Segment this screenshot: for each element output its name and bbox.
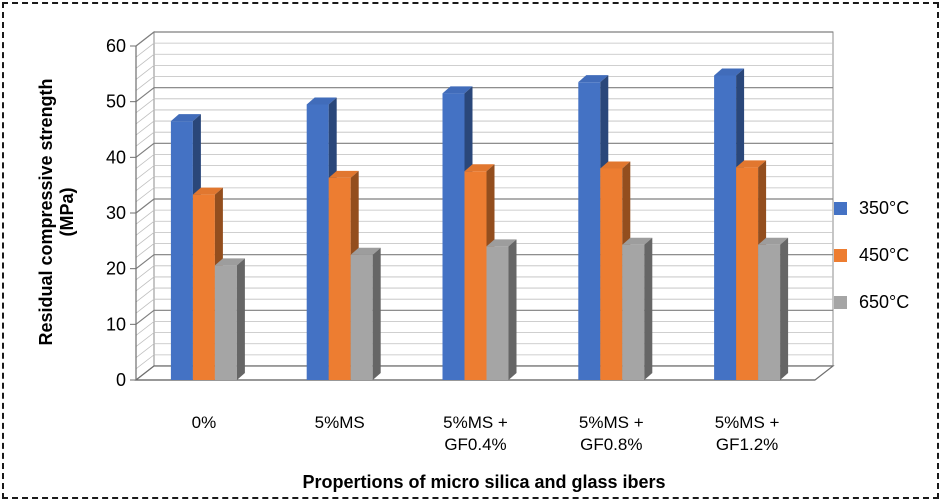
bar-top — [442, 86, 473, 94]
y-tick-label: 40 — [106, 147, 126, 167]
y-tick-label: 60 — [106, 36, 126, 56]
x-category-label-line: GF1.2% — [716, 435, 778, 454]
bar-front — [214, 265, 237, 380]
bar-top — [622, 237, 653, 245]
bar-front — [578, 82, 601, 380]
bar-side — [508, 239, 517, 380]
bar-top — [578, 75, 609, 83]
bar-front — [192, 194, 215, 380]
x-category-label: 0% — [192, 413, 217, 432]
x-axis-title: Propertions of micro silica and glass ib… — [302, 472, 665, 492]
y-tick-label: 30 — [106, 203, 126, 223]
bar-side — [372, 247, 381, 380]
bar-top — [758, 237, 789, 245]
bar — [214, 258, 245, 380]
bar-front — [306, 104, 329, 380]
bar-front — [622, 244, 645, 380]
y-axis-title: Residual compressive strength(MPa) — [36, 78, 77, 345]
bar-side — [780, 237, 789, 380]
bar-front — [486, 246, 509, 380]
bar-front — [736, 167, 759, 380]
x-category-label: 5%MS + GF1.2% — [715, 413, 780, 454]
major-gridline — [135, 31, 833, 47]
bar-front — [442, 93, 465, 381]
x-category-label: 5%MS + GF0.4% — [443, 413, 508, 454]
bar-front — [758, 244, 781, 380]
legend-swatch — [834, 296, 847, 309]
bar-top — [306, 97, 337, 105]
minor-gridline — [135, 65, 833, 80]
legend-item: 350°C — [834, 198, 909, 218]
bar-side — [644, 237, 653, 380]
x-category-label-line: GF0.8% — [580, 435, 642, 454]
legend-swatch — [834, 202, 847, 215]
x-category-label-line: GF0.4% — [444, 435, 506, 454]
bar-front — [328, 177, 351, 380]
x-category-label-line: 5%MS + — [443, 413, 508, 432]
bar-top — [464, 164, 495, 172]
x-category-label-line: 5%MS + — [579, 413, 644, 432]
bar-top — [600, 161, 631, 169]
bar — [350, 247, 381, 380]
y-axis-title-text: Residual compressive strength(MPa) — [36, 78, 77, 345]
legend-label: 350°C — [859, 198, 909, 218]
legend-label: 650°C — [859, 292, 909, 312]
bar-top — [328, 170, 359, 178]
bar-top — [350, 247, 381, 255]
x-category-label-line: 0% — [192, 413, 217, 432]
minor-gridline — [135, 53, 833, 69]
legend-swatch — [834, 249, 847, 262]
y-tick-label: 0 — [116, 370, 126, 390]
bar-side — [236, 258, 245, 380]
bar-top — [714, 68, 745, 76]
bar-top — [736, 160, 767, 168]
y-tick-label: 10 — [106, 314, 126, 334]
bar-top — [214, 258, 245, 266]
x-category-label: 5%MS + GF0.8% — [579, 413, 644, 454]
y-tick-label: 20 — [106, 259, 126, 279]
bars — [170, 68, 789, 381]
bar — [622, 237, 653, 380]
bar-top — [192, 187, 223, 195]
x-category-label-line: 5%MS + — [715, 413, 780, 432]
bar-top — [486, 239, 517, 247]
y-tick-label: 50 — [106, 92, 126, 112]
x-axis-categories: 0% 5%MS 5%MS + GF0.4% 5%MS + GF0.8% 5%MS + GF1.… — [192, 413, 780, 454]
legend-item: 450°C — [834, 245, 909, 265]
bar-front — [464, 171, 487, 380]
bar-top — [170, 114, 201, 122]
minor-gridline — [135, 42, 833, 58]
x-category-label: 5%MS — [315, 413, 365, 432]
y-axis-title-line: (MPa) — [57, 187, 77, 236]
bar — [486, 239, 517, 380]
bar-chart: 0 10 20 30 40 50 60 0% 5%MS 5%MS + GF0.4% 5%MS + GF… — [36, 30, 909, 492]
bar — [758, 237, 789, 380]
y-axis-ticks: 0 10 20 30 40 50 60 — [106, 36, 136, 390]
legend: 350°C 450°C 650°C — [834, 198, 909, 312]
bar-front — [714, 75, 737, 381]
legend-label: 450°C — [859, 245, 909, 265]
x-category-label-line: 5%MS — [315, 413, 365, 432]
bar-front — [170, 121, 193, 381]
bar-front — [350, 254, 373, 380]
bar-front — [600, 168, 623, 380]
y-axis-title-line: Residual compressive strength — [36, 78, 56, 345]
legend-item: 650°C — [834, 292, 909, 312]
